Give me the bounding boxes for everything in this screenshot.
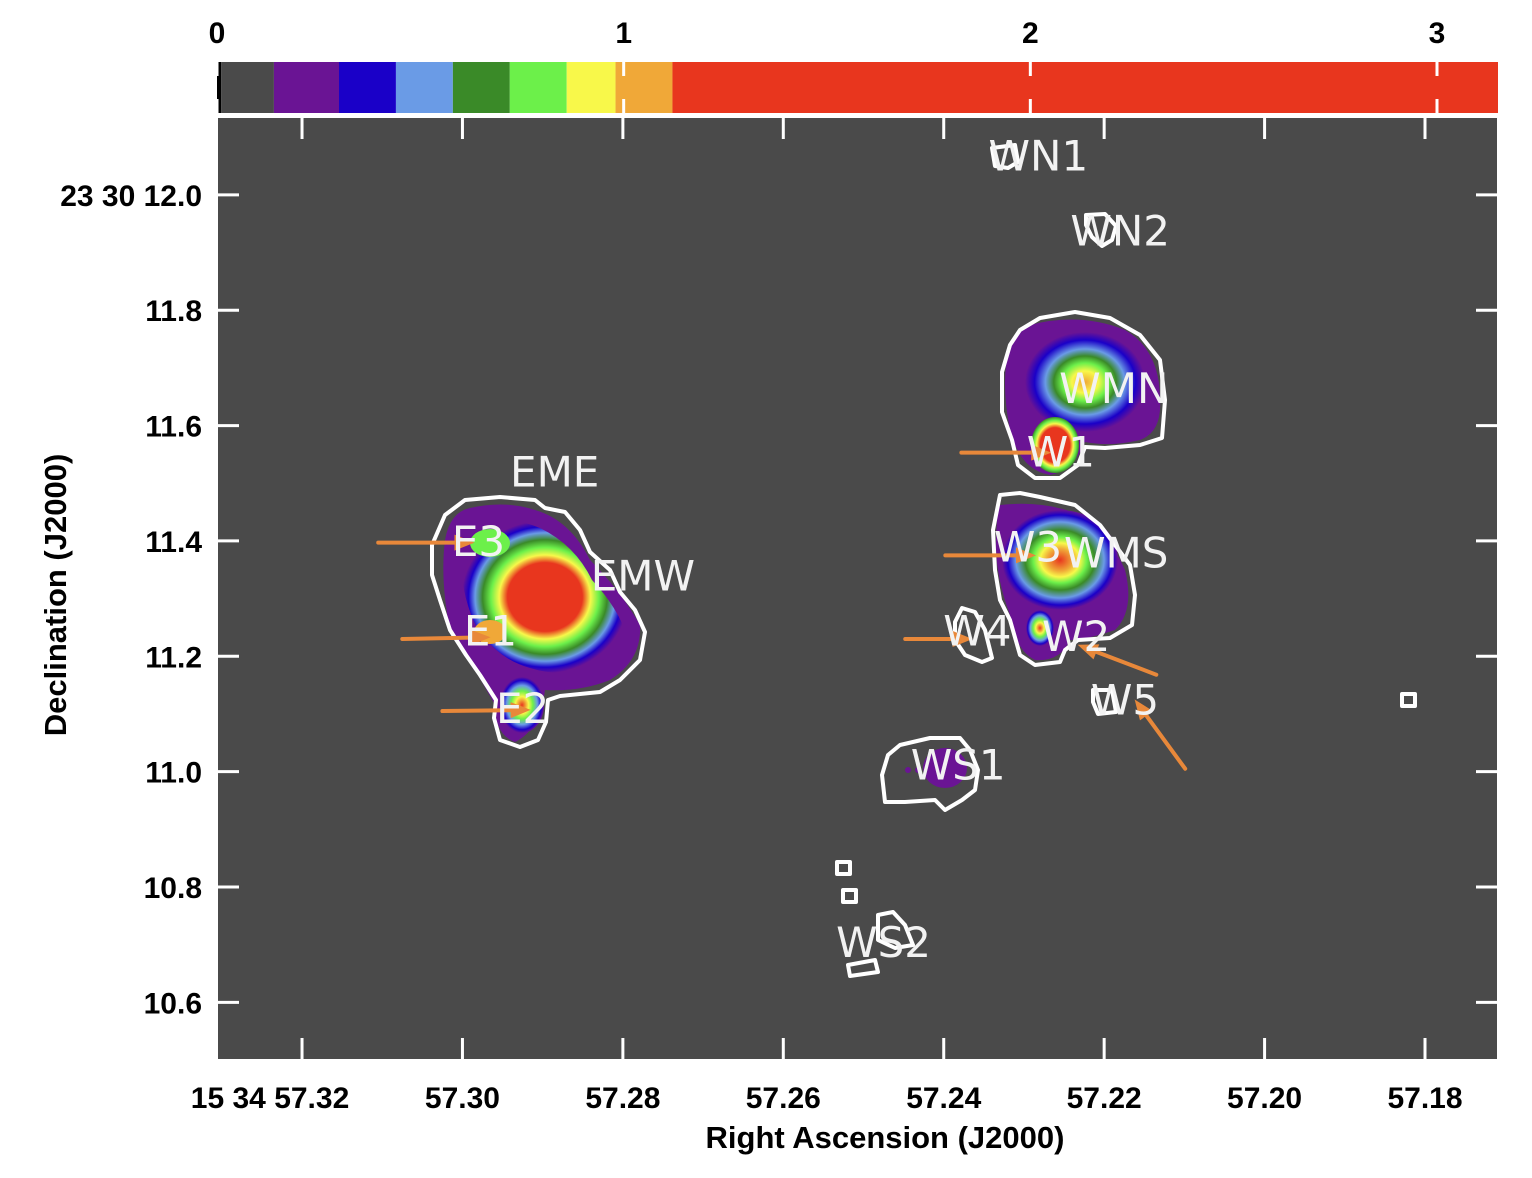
wn1-contour — [990, 143, 1020, 170]
ws1-emission — [923, 748, 967, 788]
colorbar-segment — [452, 62, 510, 113]
source-arrow-head — [952, 630, 973, 647]
wms-contour — [991, 491, 1137, 667]
source-arrow-head — [454, 534, 475, 551]
wn2-contour — [1084, 212, 1118, 248]
y-tick-label: 11.6 — [145, 411, 202, 444]
small-contour — [841, 888, 858, 904]
source-arrow-head — [510, 702, 531, 719]
source-label: W4 — [943, 606, 1011, 655]
source-arrow-shaft — [400, 635, 473, 641]
source-arrow-head — [470, 629, 491, 646]
colorbar-segment — [273, 62, 339, 113]
axis-tick-labels: 15 34 57.32 57.30 57.28 57.26 57.24 57.22 57.2… — [60, 180, 1462, 1115]
small-contour — [1400, 692, 1417, 708]
source-label: W5 — [1091, 676, 1159, 725]
ws2-contour — [876, 910, 915, 950]
source-arrow-shaft — [440, 708, 513, 714]
y-tick-label: 11.2 — [145, 641, 202, 674]
x-axis-title: Right Ascension (J2000) — [706, 1120, 1065, 1155]
w5-contour — [1091, 688, 1118, 716]
y-tick-label: 10.6 — [144, 987, 202, 1020]
colorbar-segment — [339, 62, 396, 113]
source-label: WMN — [1059, 364, 1168, 413]
source-label: E1 — [464, 606, 517, 655]
x-tick-label: 57.28 — [585, 1082, 660, 1115]
x-tick-label: 15 34 57.32 — [191, 1082, 349, 1115]
small-contour — [846, 958, 880, 978]
axis-ticks — [217, 117, 1498, 1060]
source-arrow-head — [1015, 547, 1036, 564]
source-label: WS2 — [836, 918, 931, 967]
source-label: W1 — [1027, 428, 1095, 477]
y-tick-label: 11.4 — [145, 526, 202, 559]
colorbar-tick-label: 1 — [615, 17, 632, 50]
source-label: E2 — [496, 684, 549, 733]
source-label: EMW — [591, 552, 695, 601]
ws1-emission-dot — [905, 767, 911, 773]
colorbar-segment — [217, 62, 222, 113]
wmn-contour — [1000, 310, 1167, 480]
source-label: WS1 — [911, 741, 1006, 790]
y-tick-label: 11.8 — [145, 295, 202, 328]
colorbar: 0 1 2 3 — [209, 17, 1498, 117]
source-arrow-shaft — [1094, 649, 1159, 677]
y-tick-label: 23 30 12.0 — [60, 180, 202, 213]
source-label: EME — [510, 448, 599, 497]
w4-contour — [953, 606, 994, 664]
wms-emission-core — [1002, 510, 1118, 610]
small-contour — [835, 860, 852, 876]
contours — [430, 143, 1417, 978]
colorbar-tick-label: 2 — [1022, 17, 1039, 50]
y-axis-title: Declination (J2000) — [38, 454, 73, 737]
east-contour — [430, 495, 647, 749]
y-tick-label: 10.8 — [144, 872, 202, 905]
source-label: WN2 — [1070, 207, 1170, 256]
w1-emission — [1031, 417, 1079, 473]
source-label: WMS — [1064, 528, 1168, 577]
plot-frame — [216, 116, 1499, 1061]
colorbar-segment — [221, 62, 274, 113]
e3-emission — [470, 529, 510, 557]
y-tick-label: 11.0 — [145, 757, 202, 790]
source-label: W2 — [1042, 612, 1110, 661]
colorbar-segment — [395, 62, 453, 113]
x-tick-label: 57.22 — [1067, 1082, 1142, 1115]
e2-emission — [500, 677, 544, 733]
x-tick-label: 57.18 — [1387, 1082, 1462, 1115]
wmn-emission-core — [1025, 332, 1145, 432]
source-label: E3 — [452, 517, 505, 566]
source-arrow-head — [1077, 644, 1100, 660]
w2-emission — [1026, 610, 1054, 646]
colorbar-segment — [566, 62, 616, 113]
source-arrow-shaft — [1144, 713, 1188, 771]
colorbar-segment — [509, 62, 567, 113]
colorbar-tick-label: 0 — [209, 17, 226, 50]
source-label: WN1 — [989, 132, 1089, 181]
colorbar-segment — [672, 62, 1498, 113]
source-label: W3 — [994, 523, 1062, 572]
source-arrow-head — [1031, 444, 1052, 461]
source-arrow-head — [1134, 699, 1153, 721]
x-tick-label: 57.20 — [1227, 1082, 1302, 1115]
x-tick-label: 57.26 — [746, 1082, 821, 1115]
ws1-emission-dot — [915, 767, 921, 773]
x-tick-label: 57.24 — [906, 1082, 981, 1115]
source-arrows — [376, 444, 1188, 771]
colorbar-tick-label: 3 — [1429, 17, 1446, 50]
x-tick-label: 57.30 — [425, 1082, 500, 1115]
ws1-contour — [880, 736, 980, 812]
